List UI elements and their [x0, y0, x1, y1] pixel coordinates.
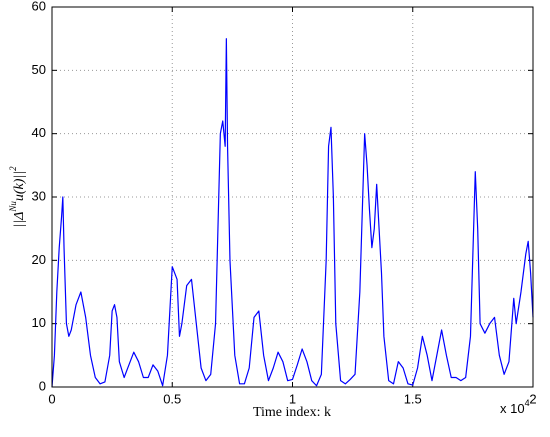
y-tick-label: 30 — [32, 188, 46, 203]
x-tick-label: 1.5 — [404, 391, 422, 406]
x-axis-label: Time index: k — [253, 405, 331, 420]
y-tick-label: 40 — [32, 125, 46, 140]
data-line — [51, 38, 534, 388]
y-tick-label: 60 — [32, 0, 46, 13]
axes-box — [51, 6, 534, 388]
y-tick-label: 10 — [32, 315, 46, 330]
y-axis-label-part: ||Δ — [12, 212, 27, 228]
y-axis-label-part: u(k)|| — [12, 171, 27, 201]
x-multiplier-exp: 4 — [525, 398, 530, 408]
x-multiplier: x 104 — [500, 398, 530, 416]
x-tick-label: 1 — [289, 391, 296, 406]
y-tick-label: 50 — [32, 62, 46, 77]
x-tick-label: 0.5 — [163, 391, 181, 406]
y-tick-label: 20 — [32, 252, 46, 267]
y-axis-label: ||ΔNuu(k)||2 — [8, 166, 27, 228]
x-multiplier-base: x 10 — [500, 401, 525, 416]
y-tick-label: 0 — [39, 378, 46, 393]
x-tick-label: 0 — [48, 391, 55, 406]
x-tick-label: 2 — [529, 391, 536, 406]
y-axis-label-part: Nu — [8, 201, 18, 213]
y-axis-label-part: 2 — [8, 166, 18, 171]
